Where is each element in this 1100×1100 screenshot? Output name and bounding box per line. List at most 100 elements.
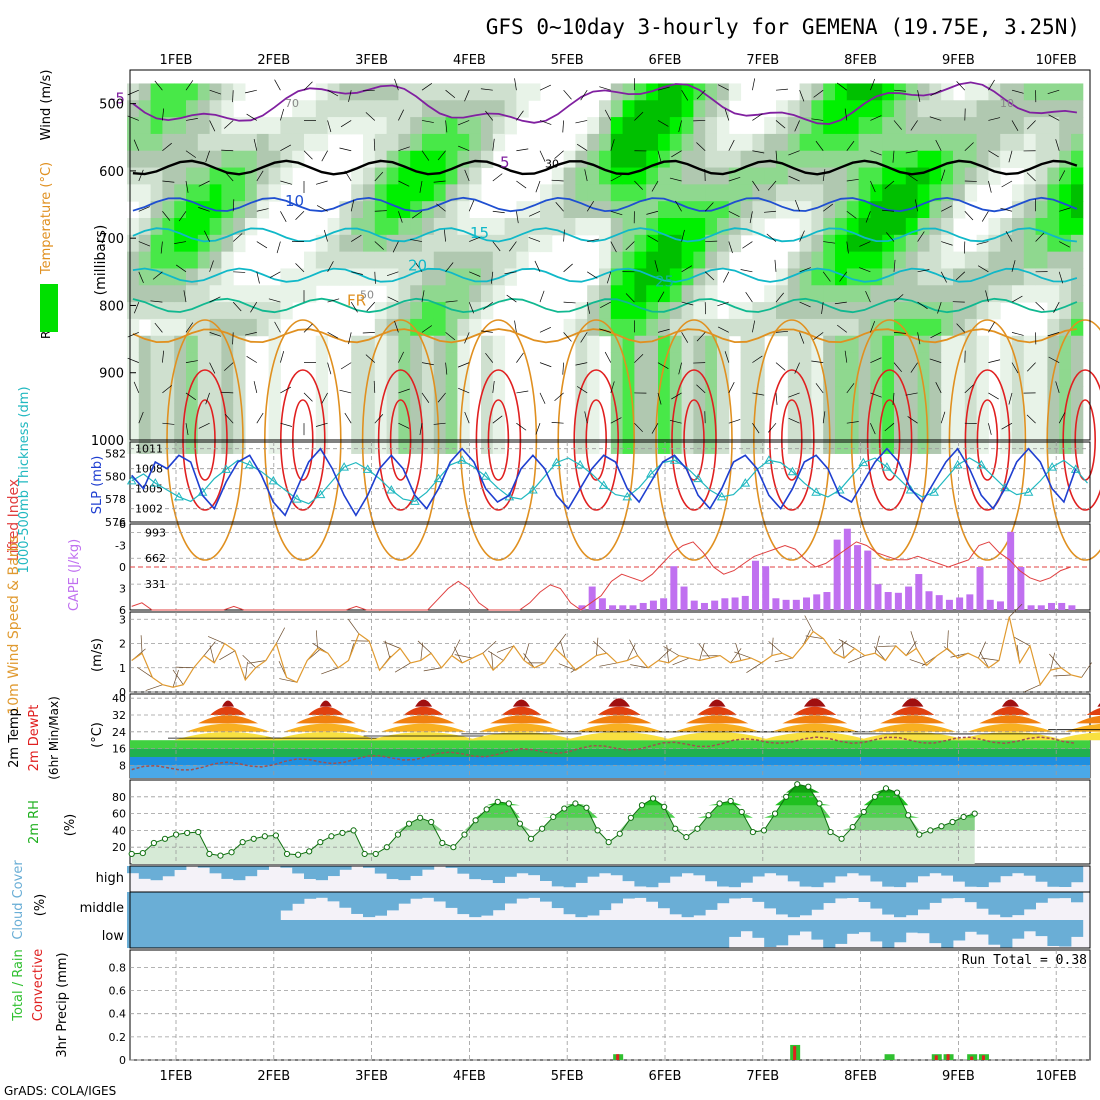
rh-shade-cell [150,83,163,101]
rh-shade-cell [740,403,753,421]
rh-shade-cell [717,133,730,152]
wind-barb [232,199,235,212]
wind-barb-10m [629,639,638,656]
wind-barb [554,392,564,402]
cloud-cover-cell [186,892,199,920]
rh-shade-cell [256,150,270,169]
rh-shade-cell [563,150,576,169]
rh-shade-cell [882,133,895,152]
date-label-top: 10FEB [1036,53,1077,68]
rh-shade-cell [410,419,423,438]
rh-shade-cell [811,83,824,101]
rh-shade-cell [787,369,801,387]
temperature-fill-band [956,732,1065,741]
cloud-cover-cell [209,892,222,920]
cloud-cover-cell [209,866,222,874]
cape-bar [966,594,974,610]
wind-barb [315,422,328,427]
cloud-cover-cell [256,920,269,948]
rh-shade-cell [363,83,376,101]
rh-shade-cell [398,369,411,387]
rh-shade-cell [174,318,187,337]
rh-shade-cell [634,436,647,454]
rh-shade-cell [646,403,659,421]
rh-shade-cell [386,369,399,387]
rh-shade-cell [846,234,860,253]
rh-shade-cell [481,133,494,152]
cloud-cover-cell [1035,920,1048,937]
rh-shade-cell [351,386,364,404]
wind-tick-label: 2 [119,638,126,651]
wind-barb [610,241,617,253]
rh-shade-cell [894,386,907,404]
rh-shade-cell [870,251,883,269]
rh-shade-cell [469,184,482,202]
wind-barb [138,241,151,247]
rh-shade-cell [717,184,730,202]
wind-barb [303,392,313,402]
temperature-fill-band [869,723,956,732]
cloud-cover-cell [764,892,777,909]
wind-barb [528,237,541,242]
rh-shade-cell [575,436,588,454]
rh-shade-cell [339,83,352,101]
rh-shade-cell [1023,201,1037,219]
rh-shade-cell [929,184,942,202]
wind-barb [468,301,475,314]
rh-shade-cell [835,234,848,253]
temperature-contour [132,267,1078,283]
rh-shade-cell [457,285,470,303]
rh-shade-cell [634,318,647,337]
cloud-cover-cell [905,892,918,916]
cloud-cover-cell [209,920,222,948]
rh-shade-cell [1059,436,1072,454]
cloud-cover-cell [988,920,1001,945]
wind-barb [988,359,1001,363]
date-label-bottom: 4FEB [453,1069,486,1084]
wind-barb [811,360,824,363]
cloud-cover-cell [953,920,966,941]
rh-shade-cell [363,117,376,135]
wind-barb [1047,332,1060,337]
rh-shade-cell [1071,251,1084,269]
rh-shade-cell [398,352,411,370]
temperature-fill-band [793,706,837,715]
rh-shade-cell [1023,218,1037,236]
rh-shade-cell [445,184,458,202]
wind-barb [846,241,849,254]
rh-shade-cell [764,302,777,320]
rh-shade-cell [599,133,612,152]
wind-barb [256,241,268,249]
wind-barb [458,387,470,394]
wind-barb [651,423,659,434]
wind-barb [788,150,800,156]
rh2m-band [131,784,975,806]
rh-shade-cell [197,302,211,320]
wind-barb [458,145,470,152]
cloud-cover-cell [658,866,671,883]
rh-shade-cell [575,167,588,185]
cloud-cover-cell [422,866,435,870]
rh-shade-cell [846,201,860,219]
rh-shade-cell [917,184,930,202]
wind-barb [327,298,340,303]
wind-barb [775,88,788,91]
wind-barb [528,210,541,217]
rh-shade-cell [587,386,600,404]
rh-shade-cell [138,369,152,387]
wind-barb [280,108,285,121]
rh2m-point [250,835,257,842]
rh2m-point [206,850,213,858]
rh-shade-cell [1023,335,1037,354]
rh-shade-cell [858,167,871,185]
rh-shade-cell [150,133,163,152]
wind-barb [205,392,210,405]
rh-shade-cell [363,419,376,438]
rh-shade-cell [870,117,883,135]
rh-shade-cell [929,335,942,354]
rh-shade-cell [162,201,175,219]
rh-shade-cell [941,133,954,152]
rh-shade-cell [492,419,506,438]
rh-shade-cell [846,285,860,303]
wind-barb [657,362,669,369]
